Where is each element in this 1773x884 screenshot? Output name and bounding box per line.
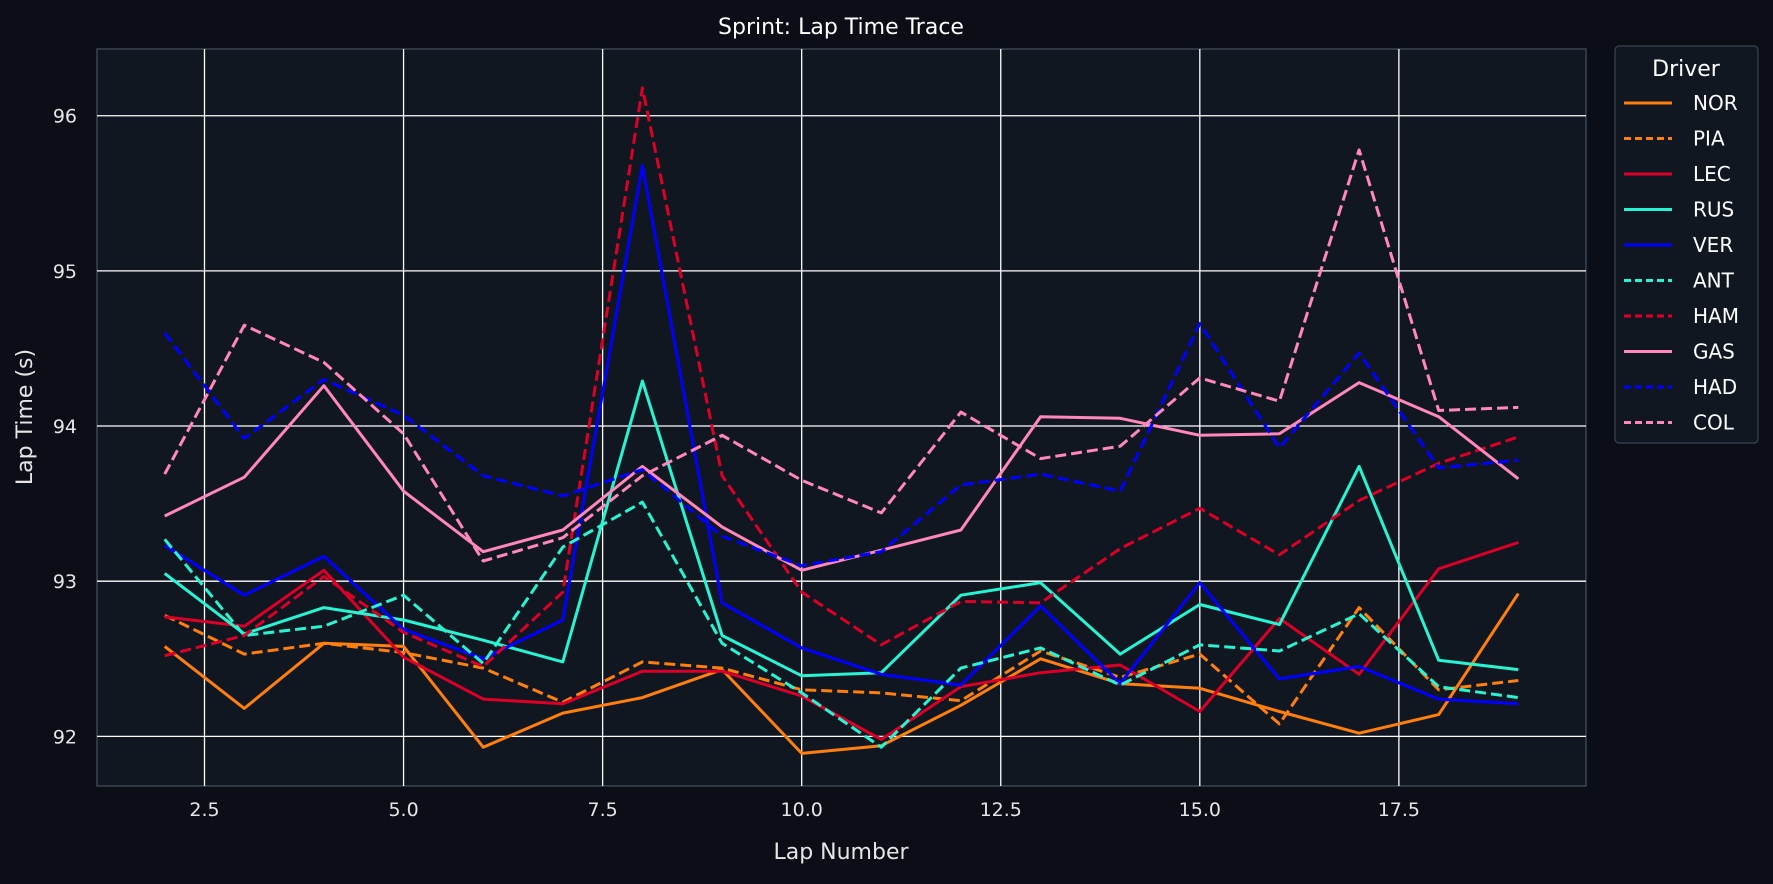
x-tick-label: 15.0 <box>1179 799 1221 821</box>
legend-item-nor[interactable]: NOR <box>1624 91 1738 115</box>
legend-label: RUS <box>1693 198 1734 222</box>
series-line-nor <box>163 592 1520 755</box>
y-tick-label: 96 <box>53 106 77 128</box>
y-tick-label: 95 <box>53 261 77 283</box>
legend-title: Driver <box>1652 57 1721 82</box>
x-tick-label: 10.0 <box>781 799 823 821</box>
y-axis-label: Lap Time (s) <box>13 349 38 485</box>
x-tick-label: 17.5 <box>1378 799 1420 821</box>
legend-item-col[interactable]: COL <box>1624 411 1735 435</box>
y-tick-label: 93 <box>53 571 77 593</box>
legend-label: HAM <box>1693 304 1739 328</box>
legend-label: COL <box>1693 411 1735 435</box>
legend-label: LEC <box>1693 162 1731 186</box>
legend-label: NOR <box>1693 91 1738 115</box>
plot-area <box>96 48 1587 787</box>
tick-labels: 2.5 5.0 7.5 10.0 12.5 15.0 17.5 92 93 94 95 96 <box>53 106 1420 821</box>
series-line-ham <box>164 86 1519 668</box>
legend-label: GAS <box>1693 340 1735 364</box>
series-lines <box>163 86 1520 755</box>
legend-frame <box>1614 45 1759 444</box>
legend-label: ANT <box>1693 269 1735 293</box>
x-tick-label: 2.5 <box>189 799 219 821</box>
series-line-col <box>163 148 1519 563</box>
legend-items: NOR PIA LEC RUS VER ANT HAM GAS HAD COL <box>1624 91 1739 435</box>
grid <box>97 49 1586 786</box>
series-line-lec <box>164 540 1519 741</box>
legend-item-ant[interactable]: ANT <box>1624 269 1735 293</box>
legend-item-lec[interactable]: LEC <box>1624 162 1731 186</box>
legend-item-rus[interactable]: RUS <box>1624 198 1734 222</box>
x-tick-label: 7.5 <box>588 799 618 821</box>
series-line-pia <box>164 606 1519 726</box>
legend-item-had[interactable]: HAD <box>1624 375 1737 399</box>
x-tick-label: 12.5 <box>980 799 1022 821</box>
x-tick-label: 5.0 <box>388 799 418 821</box>
y-tick-label: 94 <box>53 416 77 438</box>
series-line-had <box>163 322 1519 568</box>
legend-label: HAD <box>1693 375 1737 399</box>
series-line-gas <box>164 381 1520 572</box>
x-axis-label: Lap Number <box>773 840 909 865</box>
series-line-ant <box>163 500 1519 749</box>
legend-label: PIA <box>1693 127 1725 151</box>
legend-item-ham[interactable]: HAM <box>1624 304 1739 328</box>
legend[interactable]: Driver NOR PIA LEC RUS VER ANT HAM GAS HAD COL <box>1614 45 1759 444</box>
legend-label: VER <box>1693 233 1733 257</box>
legend-item-gas[interactable]: GAS <box>1624 340 1735 364</box>
chart-title: Sprint: Lap Time Trace <box>718 15 964 40</box>
series-line-ver <box>163 163 1519 706</box>
legend-item-pia[interactable]: PIA <box>1624 127 1725 151</box>
legend-item-ver[interactable]: VER <box>1624 233 1733 257</box>
y-tick-label: 92 <box>53 726 77 748</box>
